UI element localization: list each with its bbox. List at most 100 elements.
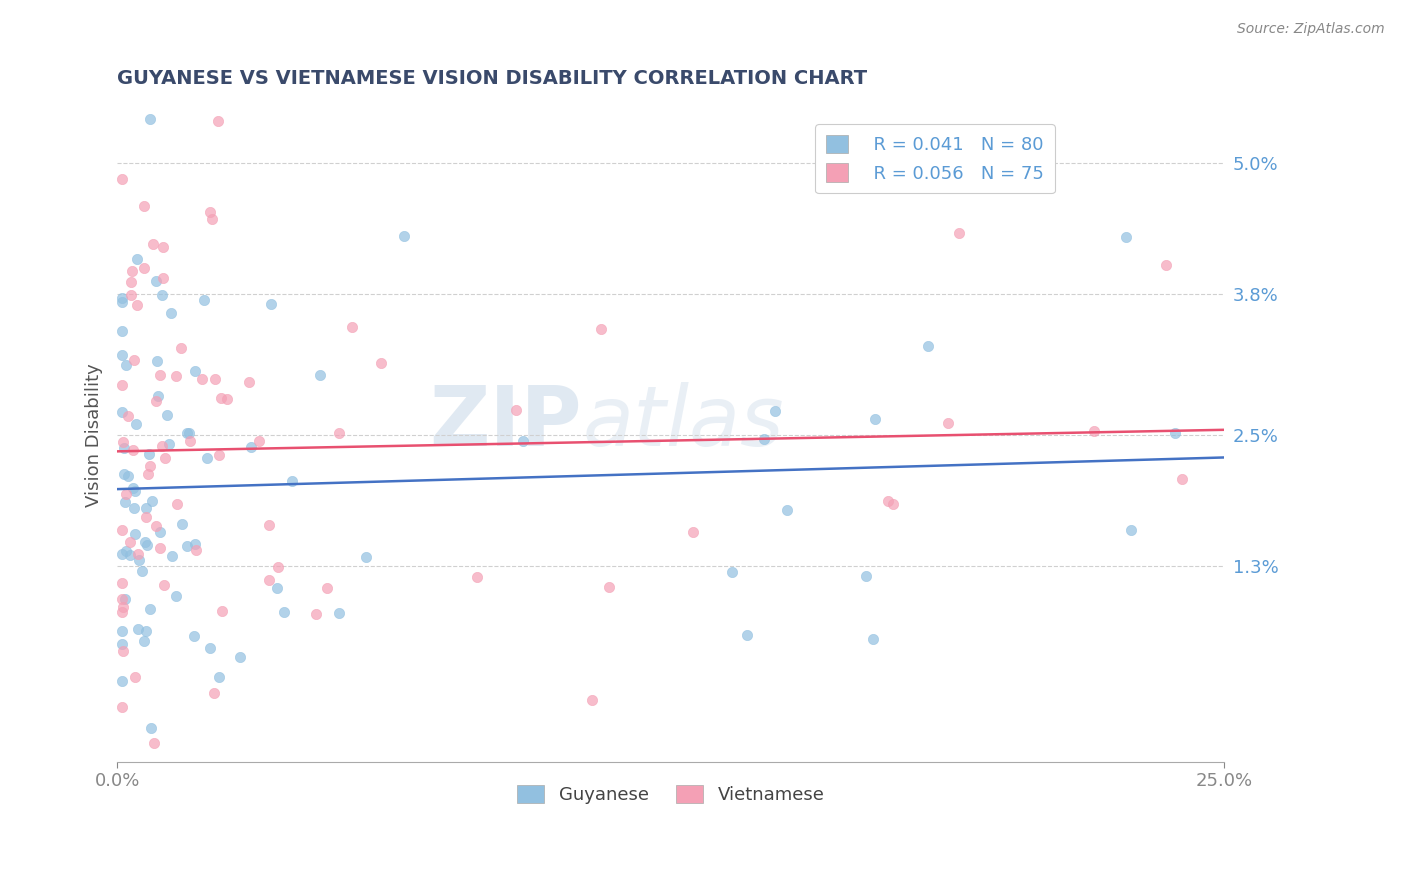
Point (120, 548, 142, 562)
Point (110, 324, 132, 338)
Point (134, 534, 156, 549)
Point (125, 417, 148, 431)
Point (305, 607, 328, 622)
Point (121, 443, 143, 458)
Point (145, 394, 167, 409)
Point (170, 341, 193, 355)
Point (135, 500, 157, 515)
Point (166, 497, 188, 511)
Point (392, 228, 415, 243)
Point (112, 441, 135, 455)
Point (135, 538, 157, 552)
Point (177, 425, 200, 440)
Point (267, 560, 290, 574)
Point (111, 575, 134, 590)
Point (145, 274, 167, 288)
Point (184, 537, 207, 551)
Point (591, 322, 613, 336)
Point (229, 650, 252, 665)
Point (581, 692, 603, 706)
Point (149, 541, 172, 555)
Point (720, 565, 742, 579)
Point (328, 425, 350, 440)
Point (111, 605, 134, 619)
Point (917, 339, 939, 353)
Point (139, 458, 162, 473)
Point (127, 298, 149, 312)
Point (124, 500, 146, 515)
Point (176, 426, 198, 441)
Point (855, 569, 877, 583)
Point (127, 547, 149, 561)
Point (195, 450, 218, 465)
Point (342, 319, 364, 334)
Point (135, 510, 157, 524)
Point (207, 114, 229, 128)
Point (111, 435, 134, 450)
Point (512, 434, 534, 449)
Point (112, 467, 135, 481)
Point (193, 293, 215, 308)
Point (877, 493, 900, 508)
Point (156, 409, 179, 423)
Point (183, 364, 205, 378)
Point (110, 524, 132, 538)
Point (776, 503, 799, 517)
Point (752, 432, 775, 446)
Point (134, 261, 156, 276)
Point (165, 368, 187, 383)
Point (882, 497, 904, 511)
Point (146, 389, 169, 403)
Point (111, 291, 134, 305)
Point (122, 353, 145, 368)
Point (134, 199, 156, 213)
Point (328, 606, 350, 620)
Point (207, 448, 229, 462)
Point (170, 516, 193, 531)
Point (128, 553, 150, 567)
Point (370, 356, 392, 370)
Point (598, 581, 620, 595)
Point (208, 670, 231, 684)
Point (936, 416, 959, 430)
Point (138, 447, 160, 461)
Point (948, 226, 970, 240)
Point (198, 205, 221, 219)
Point (266, 582, 288, 596)
Point (190, 372, 212, 386)
Point (114, 592, 136, 607)
Point (110, 700, 132, 714)
Point (142, 236, 165, 251)
Point (152, 578, 174, 592)
Point (160, 306, 183, 320)
Point (117, 409, 139, 423)
Point (259, 574, 281, 588)
Point (124, 483, 146, 498)
Point (145, 518, 167, 533)
Point (465, 570, 488, 584)
Point (112, 643, 135, 657)
Point (149, 525, 172, 540)
Point (204, 372, 226, 386)
Point (1154, 259, 1177, 273)
Point (110, 295, 132, 310)
Point (862, 632, 884, 647)
Point (1171, 472, 1194, 486)
Point (136, 467, 159, 481)
Point (249, 434, 271, 448)
Point (139, 602, 162, 616)
Point (122, 481, 145, 495)
Text: ZIP: ZIP (430, 382, 582, 463)
Point (763, 403, 786, 417)
Point (120, 535, 142, 549)
Text: atlas: atlas (582, 382, 783, 463)
Point (139, 112, 162, 127)
Point (505, 402, 527, 417)
Point (259, 297, 281, 311)
Point (281, 475, 304, 489)
Point (111, 600, 134, 615)
Point (141, 494, 163, 508)
Point (238, 375, 260, 389)
Point (1083, 424, 1105, 438)
Point (110, 378, 132, 392)
